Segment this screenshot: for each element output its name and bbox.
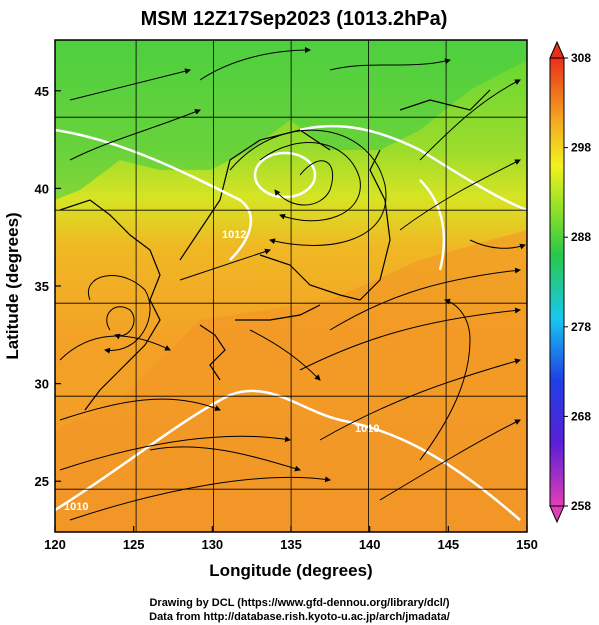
- colorbar-tick-label: 288: [571, 230, 591, 244]
- credit-line-1: Drawing by DCL (https://www.gfd-dennou.o…: [149, 597, 450, 609]
- x-tick-label: 140: [359, 537, 381, 552]
- contour-label: 1010: [64, 501, 88, 513]
- low-center-isobar: [253, 151, 317, 199]
- contour-label: 1010: [355, 423, 379, 435]
- x-tick-label: 125: [123, 537, 145, 552]
- colorbar-min-triangle: [549, 505, 565, 524]
- x-axis-label: Longitude (degrees): [209, 561, 372, 580]
- x-axis: 120 125 130 135 140 145 150: [44, 526, 538, 552]
- y-axis: 25 30 35 40 45: [35, 84, 61, 489]
- contour-labels: 1012 1010 1010: [64, 229, 379, 513]
- plot-area: 1012 1010 1010: [55, 40, 527, 532]
- y-tick-label: 45: [35, 84, 49, 99]
- y-tick-label: 25: [35, 474, 49, 489]
- colorbar-tick-label: 308: [571, 51, 591, 65]
- contour-label: 1012: [222, 229, 246, 241]
- colorbar-tick-label: 278: [571, 320, 591, 334]
- isobars: [55, 124, 527, 521]
- map-title: MSM 12Z17Sep2023 (1013.2hPa): [141, 8, 448, 30]
- credit-line-2: Data from http://database.rish.kyoto-u.a…: [149, 611, 450, 623]
- colorbar: 258 268 278 288 298 308: [549, 40, 591, 524]
- colorbar-scale: [549, 57, 565, 507]
- y-tick-label: 35: [35, 279, 49, 294]
- x-tick-label: 130: [201, 537, 223, 552]
- x-tick-label: 145: [437, 537, 459, 552]
- x-tick-label: 150: [516, 537, 538, 552]
- colorbar-tick-label: 298: [571, 141, 591, 155]
- grid-lines: [55, 40, 527, 532]
- colorbar-tick-label: 258: [571, 499, 591, 513]
- y-axis-label: Latitude (degrees): [3, 212, 22, 359]
- x-tick-label: 120: [44, 537, 66, 552]
- y-tick-label: 40: [35, 181, 49, 196]
- colorbar-tick-label: 268: [571, 409, 591, 423]
- colorbar-max-triangle: [549, 40, 565, 59]
- wind-streamlines: [59, 47, 526, 521]
- y-tick-label: 30: [35, 377, 49, 392]
- x-tick-label: 135: [280, 537, 302, 552]
